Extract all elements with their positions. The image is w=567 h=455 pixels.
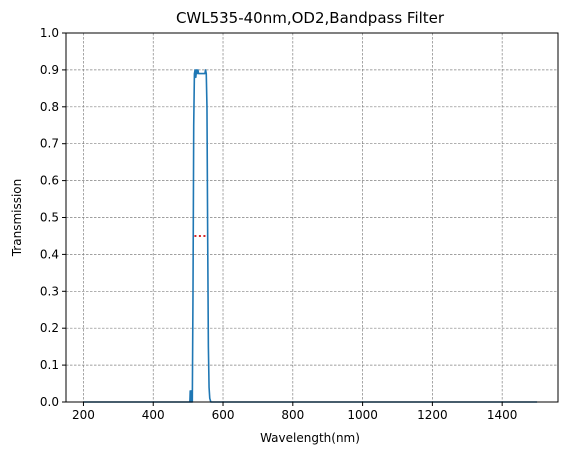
y-tick-label: 0.5 xyxy=(40,211,59,225)
x-tick-label: 1000 xyxy=(347,408,378,422)
y-tick-label: 0.2 xyxy=(40,321,59,335)
y-tick-label: 0.1 xyxy=(40,358,59,372)
transmission-line xyxy=(83,69,538,403)
x-tick-label: 600 xyxy=(212,408,235,422)
y-axis-label: Transmission xyxy=(10,179,24,258)
y-tick-label: 0.9 xyxy=(40,63,59,77)
y-tick-label: 0.6 xyxy=(40,174,59,188)
y-tick-label: 0.0 xyxy=(40,395,59,409)
y-tick-label: 0.3 xyxy=(40,284,59,298)
x-axis: 200 400 600 800 1000 1200 1400 xyxy=(72,402,517,422)
y-tick-label: 0.4 xyxy=(40,247,59,261)
x-tick-label: 1200 xyxy=(417,408,448,422)
x-tick-label: 800 xyxy=(281,408,304,422)
x-tick-label: 1400 xyxy=(487,408,518,422)
y-tick-label: 0.7 xyxy=(40,137,59,151)
x-tick-label: 400 xyxy=(142,408,165,422)
y-tick-label: 0.8 xyxy=(40,100,59,114)
series-layer xyxy=(83,69,538,403)
chart-title: CWL535-40nm,OD2,Bandpass Filter xyxy=(176,9,445,27)
x-tick-label: 200 xyxy=(72,408,95,422)
grid xyxy=(66,32,558,403)
y-tick-label: 1.0 xyxy=(40,26,59,40)
x-axis-label: Wavelength(nm) xyxy=(260,431,360,445)
y-axis: 0.0 0.1 0.2 0.3 0.4 0.5 0.6 0.7 0.8 0.9 1.0 xyxy=(40,26,66,409)
